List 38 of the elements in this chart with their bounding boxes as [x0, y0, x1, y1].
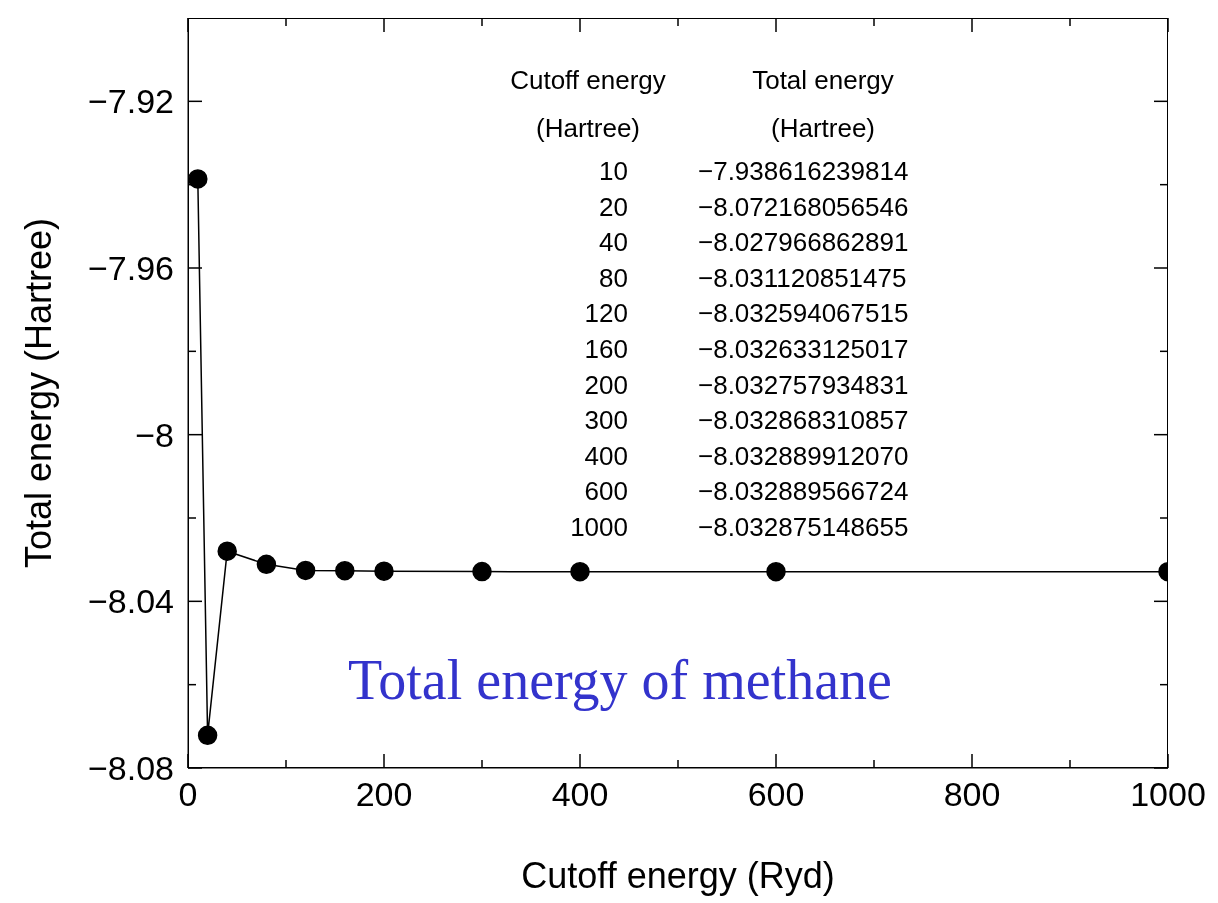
annotation: −8.032633125017 [698, 332, 910, 366]
annotation: 1000 [569, 510, 629, 544]
annotation: Total energy (Hartree) [751, 64, 895, 145]
x-tick-label: 1000 [1130, 775, 1206, 813]
annotation: Cutoff energy (Hartree) [509, 64, 667, 145]
annotation: −8.032594067515 [698, 297, 910, 331]
annotation: −8.032868310857 [698, 404, 910, 438]
y-tick-label: −8 [135, 415, 174, 454]
annotation: 10 [598, 155, 629, 188]
y-axis-title: Total energy (Hartree) [17, 217, 59, 569]
annotation: Total energy of methane [348, 648, 892, 712]
x-tick-label: 0 [178, 775, 198, 813]
x-tick-label: 400 [551, 775, 609, 813]
annotation: 400 [583, 439, 629, 473]
x-tick-label: 800 [943, 775, 1001, 813]
annotation: −8.032889912070 [698, 439, 910, 473]
x-axis-title: Cutoff energy (Ryd) [521, 855, 835, 896]
annotation: 40 [598, 226, 629, 260]
annotation: −7.938616239814 [698, 155, 910, 188]
annotation: −8.032889566724 [698, 475, 910, 509]
annotation: 80 [598, 261, 629, 295]
annotation: 300 [583, 404, 629, 438]
annotation: −8.027966862891 [698, 226, 910, 260]
y-tick-label: −8.08 [87, 749, 174, 787]
x-tick-label: 200 [355, 775, 413, 813]
annotation: 20 [598, 190, 629, 224]
annotation: −8.031120851475 [698, 261, 908, 295]
annotation: −8.032875148655 [698, 510, 910, 544]
annotation: −8.032757934831 [698, 368, 910, 402]
annotation: 160 [583, 332, 629, 366]
annotation: 200 [583, 368, 629, 402]
x-tick-label: 600 [747, 775, 805, 813]
annotation: 120 [583, 297, 629, 331]
annotation: −8.072168056546 [698, 190, 910, 224]
y-tick-label: −7.96 [87, 249, 174, 287]
annotation: 600 [583, 475, 629, 509]
y-tick-label: −8.04 [87, 582, 174, 621]
y-tick-label: −7.92 [87, 82, 174, 121]
